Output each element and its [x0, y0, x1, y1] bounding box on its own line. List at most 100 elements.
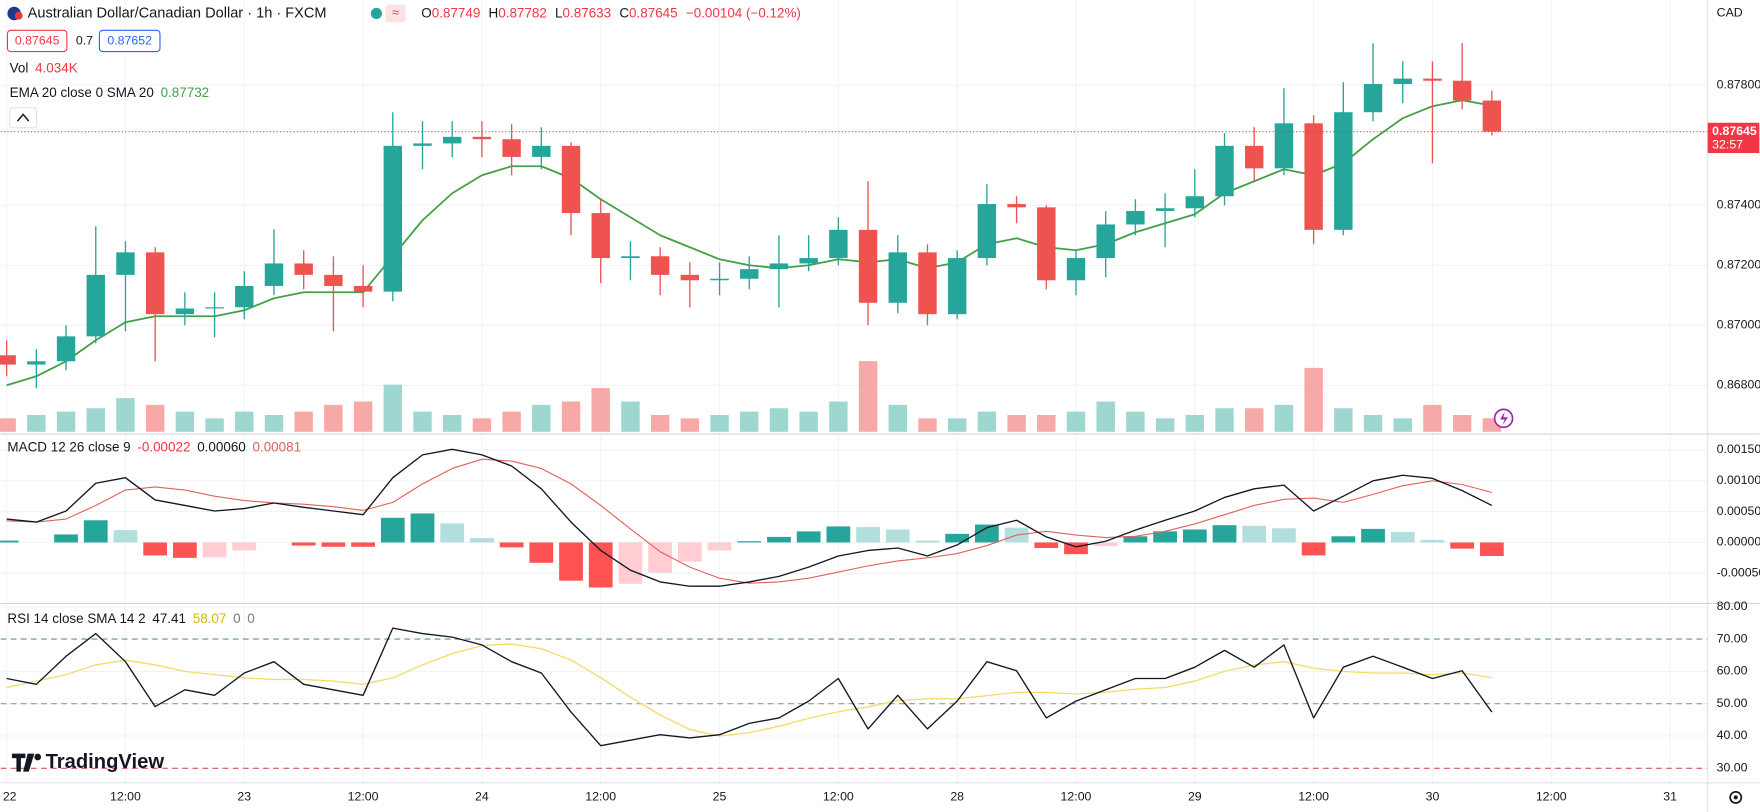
volume-bar — [56, 411, 76, 432]
macd-histogram-bar — [380, 517, 405, 543]
data-delay-badge — [385, 4, 406, 23]
macd-title: MACD 12 26 close 9 — [7, 439, 130, 454]
candle-body — [145, 252, 165, 315]
y-tick-label: 0.86800 — [1717, 378, 1760, 392]
rsi-sma-value: 58.07 — [193, 611, 227, 626]
volume-bar — [145, 404, 165, 432]
candle-body — [1215, 145, 1234, 197]
candle-body — [710, 278, 729, 281]
macd-histogram-bar — [291, 542, 316, 546]
volume-bar — [1423, 404, 1442, 432]
candle-body — [1185, 196, 1205, 209]
symbol-title: Australian Dollar/Canadian Dollar · 1h ·… — [28, 5, 327, 21]
volume-bar — [947, 418, 967, 432]
volume-bar — [710, 414, 729, 432]
macd-histogram-bar — [499, 542, 524, 548]
logo-mark — [11, 753, 35, 772]
sell-button[interactable] — [6, 29, 68, 53]
volume-bar — [1304, 367, 1323, 432]
settings-button[interactable] — [1733, 795, 1738, 800]
x-tick-label: 23 — [237, 790, 251, 804]
candle-body — [977, 204, 997, 259]
macd-histogram-bar — [1242, 525, 1267, 543]
volume-bar — [502, 411, 521, 432]
volume-bar — [888, 404, 907, 432]
low-value: 0.87633 — [563, 5, 612, 20]
settings-button[interactable] — [1729, 790, 1743, 804]
y-tick-label: 60.00 — [1717, 664, 1748, 678]
macd-histogram-bar — [648, 542, 673, 573]
macd-histogram-bar — [1479, 542, 1504, 557]
y-tick-label: 30.00 — [1717, 761, 1748, 775]
macd-histogram-bar — [677, 542, 702, 562]
x-tick-label: 12:00 — [1536, 790, 1567, 804]
macd-signal-value: 0.00081 — [252, 439, 301, 454]
currency-label: CAD — [1717, 6, 1743, 20]
volume-bar — [680, 418, 700, 432]
candle-body — [621, 256, 640, 259]
macd-histogram-bar — [113, 530, 138, 543]
y-tick-label: 0.00100 — [1717, 473, 1760, 487]
macd-histogram-bar — [796, 531, 821, 543]
volume-bar — [1185, 414, 1205, 432]
mark-layer — [0, 43, 1708, 747]
candle-body — [175, 308, 195, 315]
macd-histogram-bar — [1390, 531, 1415, 543]
macd-histogram-bar — [1331, 536, 1356, 543]
candle-body — [235, 285, 254, 308]
volume-bar — [591, 388, 610, 432]
macd-histogram-bar — [856, 527, 880, 543]
last-price-box — [1707, 122, 1760, 154]
macd-histogram-bar — [737, 541, 762, 543]
volume-bar — [235, 411, 254, 432]
volume-bar — [918, 418, 937, 432]
ema-legend: EMA 20 close 0 SMA 20 0.87732 — [10, 85, 209, 100]
candle-body — [1096, 224, 1115, 259]
y-tick-label: 0.00150 — [1717, 442, 1760, 456]
macd-histogram-bar — [1361, 528, 1385, 543]
candle-body — [443, 136, 462, 144]
y-tick-label: 80.00 — [1717, 599, 1748, 613]
candle-body — [561, 145, 581, 214]
macd-histogram-bar — [707, 542, 732, 551]
candle-body — [205, 307, 224, 309]
candle-body — [27, 361, 46, 365]
volume-bar — [264, 414, 284, 432]
rsi-sma-line — [6, 643, 1492, 737]
candle-body — [799, 258, 818, 264]
volume-bar — [1096, 401, 1115, 432]
rsi-line — [6, 627, 1493, 747]
candle-body — [918, 252, 937, 315]
macd-histogram-bar — [410, 513, 435, 543]
rsi-extra-value: 0 — [247, 611, 254, 626]
volume-bar — [1363, 414, 1383, 432]
x-tick-label: 28 — [950, 790, 964, 804]
macd-histogram-bar — [83, 520, 108, 543]
macd-value: 0.00060 — [197, 439, 246, 454]
ask-price[interactable]: 0.87652 — [107, 34, 152, 48]
volume-value: 4.034K — [35, 60, 78, 75]
candle-body — [829, 229, 848, 259]
volume-bar — [769, 408, 789, 432]
low-label: L — [555, 5, 563, 20]
collapse-button[interactable] — [9, 107, 38, 129]
volume-bar — [175, 411, 195, 432]
candle-body — [324, 274, 343, 286]
macd-histogram-bar — [1450, 542, 1475, 549]
candle-body — [472, 136, 492, 140]
candle-body — [1452, 80, 1472, 101]
alert-icon[interactable] — [1500, 411, 1509, 426]
macd-histogram-bar — [143, 542, 168, 556]
macd-histogram-bar — [529, 542, 554, 563]
volume-bar — [294, 411, 313, 432]
bid-price[interactable]: 0.87645 — [15, 34, 60, 48]
macd-histogram-bar — [1064, 542, 1088, 555]
buy-button[interactable] — [98, 29, 161, 53]
candle-body — [502, 139, 521, 157]
x-tick-label: 29 — [1188, 790, 1202, 804]
macd-histogram-bar — [1123, 536, 1148, 543]
volume-bar — [650, 414, 670, 432]
x-tick-label: 12:00 — [1298, 790, 1329, 804]
collapse-icon[interactable] — [16, 113, 30, 122]
